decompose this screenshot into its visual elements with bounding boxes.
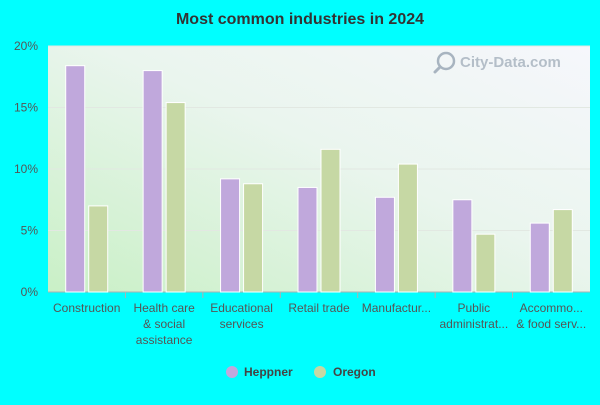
watermark: City-Data.com xyxy=(433,51,561,74)
x-tick-label: Accommo... & food serv... xyxy=(516,301,586,331)
bar-oregon xyxy=(320,148,341,293)
legend-label-oregon: Oregon xyxy=(333,365,376,379)
chart-title: Most common industries in 2024 xyxy=(176,11,424,28)
y-tick-label: 5% xyxy=(21,224,39,238)
x-tick-label: Health care & social assistance xyxy=(133,301,195,347)
bar-heppner xyxy=(529,222,550,293)
y-axis: 0% 5% 10% 15% 20% xyxy=(14,39,590,299)
legend: Heppner Oregon xyxy=(226,365,376,379)
legend-label-heppner: Heppner xyxy=(244,365,293,379)
bar-oregon xyxy=(165,102,186,293)
x-tick-label: Construction xyxy=(53,301,120,315)
x-tick-label: Retail trade xyxy=(288,301,350,315)
bar-heppner xyxy=(220,178,241,293)
y-tick-label: 0% xyxy=(21,285,39,299)
bar-oregon xyxy=(552,209,573,293)
bar-heppner xyxy=(65,65,86,293)
y-tick-label: 15% xyxy=(14,101,38,115)
bar-oregon xyxy=(243,183,264,293)
bar-heppner xyxy=(297,186,318,293)
bar-oregon xyxy=(88,205,109,293)
bar-oregon xyxy=(475,233,496,293)
bar-heppner xyxy=(142,70,163,293)
bar-heppner xyxy=(374,196,395,293)
bar-heppner xyxy=(452,199,473,293)
x-tick-label: Public administrat... xyxy=(440,301,509,331)
grid-lines xyxy=(48,45,590,231)
watermark-text: City-Data.com xyxy=(460,54,561,71)
x-axis: Construction Health care & social assistanc… xyxy=(53,292,586,347)
bars xyxy=(65,65,573,293)
y-tick-label: 20% xyxy=(14,39,38,53)
legend-marker-heppner xyxy=(226,366,238,378)
y-tick-label: 10% xyxy=(14,162,38,176)
magnifier-icon xyxy=(433,51,456,74)
legend-marker-oregon xyxy=(314,366,326,378)
bar-oregon xyxy=(397,163,418,293)
x-tick-label: Manufactur... xyxy=(362,301,431,315)
x-tick-label: Educational services xyxy=(210,301,273,331)
